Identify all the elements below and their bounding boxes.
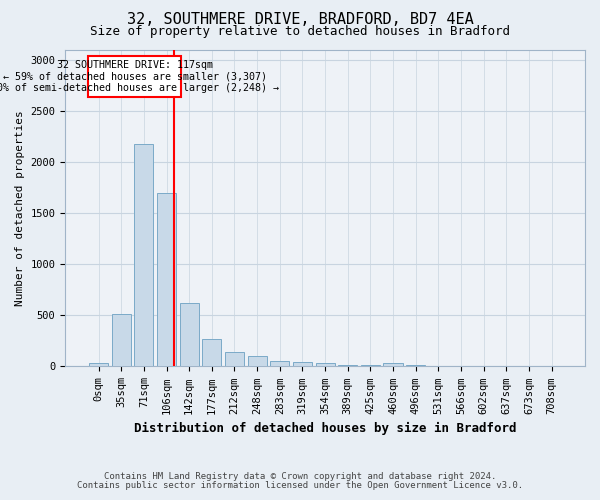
- Bar: [225, 352, 244, 366]
- Text: Contains HM Land Registry data © Crown copyright and database right 2024.: Contains HM Land Registry data © Crown c…: [104, 472, 496, 481]
- Bar: [179, 303, 199, 366]
- FancyBboxPatch shape: [88, 56, 181, 97]
- Bar: [157, 193, 176, 366]
- Bar: [202, 339, 221, 366]
- Text: Size of property relative to detached houses in Bradford: Size of property relative to detached ho…: [90, 25, 510, 38]
- Bar: [89, 364, 108, 366]
- X-axis label: Distribution of detached houses by size in Bradford: Distribution of detached houses by size …: [134, 422, 517, 435]
- Bar: [316, 364, 335, 366]
- Bar: [248, 356, 267, 366]
- Bar: [270, 362, 289, 366]
- Y-axis label: Number of detached properties: Number of detached properties: [15, 110, 25, 306]
- Text: 32 SOUTHMERE DRIVE: 117sqm
← 59% of detached houses are smaller (3,307)
40% of s: 32 SOUTHMERE DRIVE: 117sqm ← 59% of deta…: [0, 60, 279, 93]
- Bar: [338, 365, 358, 366]
- Text: Contains public sector information licensed under the Open Government Licence v3: Contains public sector information licen…: [77, 481, 523, 490]
- Bar: [134, 144, 154, 366]
- Bar: [383, 364, 403, 366]
- Text: 32, SOUTHMERE DRIVE, BRADFORD, BD7 4EA: 32, SOUTHMERE DRIVE, BRADFORD, BD7 4EA: [127, 12, 473, 26]
- Bar: [112, 314, 131, 366]
- Bar: [293, 362, 312, 366]
